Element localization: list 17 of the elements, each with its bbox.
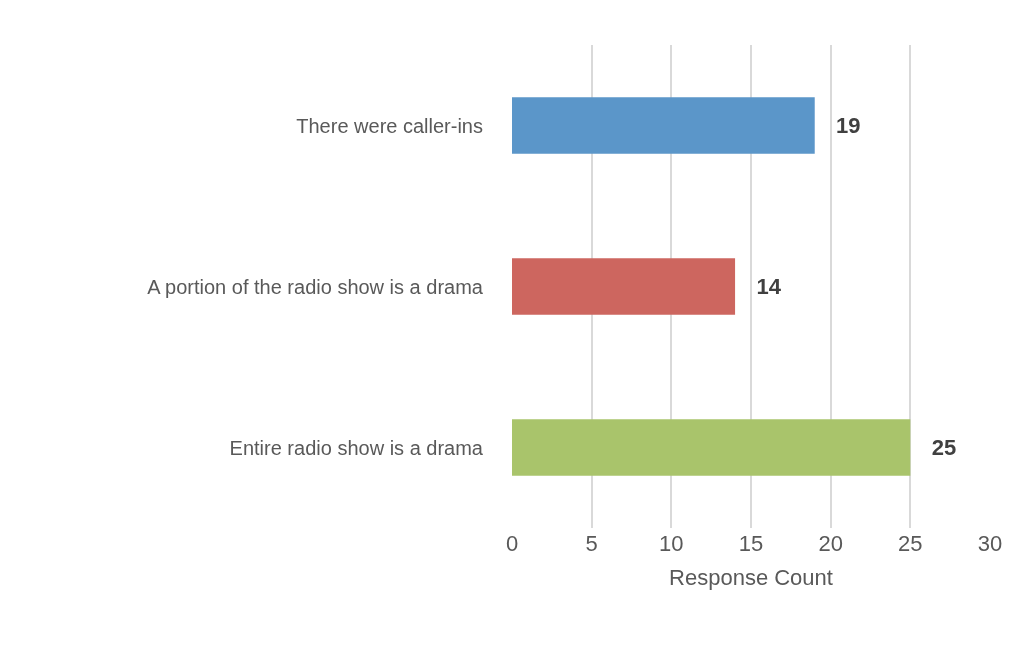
x-axis-title: Response Count (669, 564, 833, 590)
data-label: 19 (836, 113, 861, 139)
y-tick-label: A portion of the radio show is a drama (147, 275, 484, 298)
x-tick-label: 5 (585, 531, 598, 556)
x-tick-label: 0 (505, 531, 519, 556)
data-label: 14 (756, 274, 782, 299)
x-tick-label: 10 (659, 531, 684, 556)
bar (512, 419, 911, 476)
data-label: 25 (931, 435, 957, 460)
y-tick-label: Entire radio show is a drama (229, 436, 484, 459)
x-tick-label: 25 (898, 531, 923, 556)
x-tick-label: 15 (738, 531, 764, 556)
x-tick-label: 20 (818, 531, 843, 556)
bar (512, 97, 815, 154)
y-tick-label: There were caller-ins (296, 114, 483, 137)
bar (512, 258, 736, 315)
x-tick-label: 30 (977, 531, 1003, 556)
